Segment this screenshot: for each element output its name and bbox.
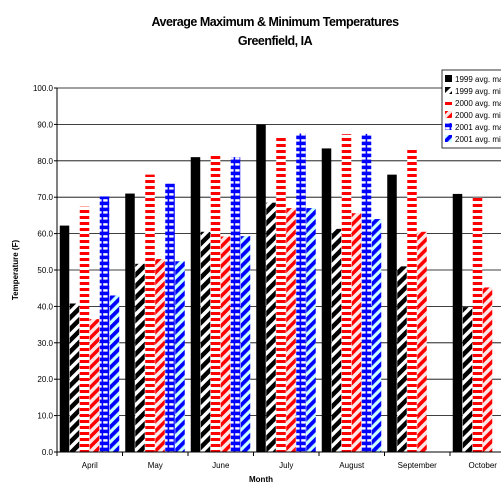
x-tick-label: August [339,461,365,470]
legend-label: 2000 avg. min [455,111,501,120]
bars [59,124,493,453]
bar [109,295,120,452]
bar [331,228,342,452]
bar [69,303,80,452]
legend-swatch [445,123,452,130]
y-tick-label: 10.0 [37,412,53,421]
legend-swatch [445,111,452,118]
y-tick-labels: 0.0 10.0 20.0 30.0 40.0 50.0 60.0 70.0 80.0 90.0 1… [33,84,54,457]
bar [266,202,276,452]
bar [482,287,493,452]
legend-swatch [445,135,452,142]
bar [59,225,70,452]
y-tick-label: 0.0 [42,448,54,457]
bar [276,137,286,452]
y-tick-label: 70.0 [37,193,53,202]
bar [125,193,135,452]
legend-label: 2001 avg. min [455,135,501,144]
x-tick-labels: April May June July August September October [82,461,498,470]
legend-label: 2000 avg. max [455,99,501,108]
bar [165,183,175,452]
bar [296,133,306,452]
legend-label: 2001 avg. max [455,123,501,132]
bar [417,231,427,452]
bar [286,208,296,452]
bar [371,219,382,452]
bar [145,174,155,452]
bar [397,266,407,452]
x-tick-label: June [212,461,230,470]
bar [452,193,463,452]
bar [210,153,221,452]
x-tick-label: September [398,461,437,470]
legend-swatch [445,75,452,82]
bar [99,196,110,452]
chart-title: Average Maximum & Minimum Temperatures [151,15,399,29]
bar [230,157,241,452]
y-tick-label: 50.0 [37,266,53,275]
y-tick-label: 100.0 [33,84,54,93]
bar [462,307,473,452]
bar [175,261,185,452]
x-tick-label: October [469,461,498,470]
bar [190,157,201,452]
y-tick-label: 20.0 [37,375,53,384]
y-tick-label: 30.0 [37,339,53,348]
bar [220,236,231,452]
bar [256,124,266,452]
bar [200,231,211,452]
bar [341,134,352,452]
axes [54,87,501,456]
bar [387,174,397,452]
x-axis-label: Month [249,475,273,484]
y-tick-label: 90.0 [37,120,53,129]
bar [351,213,362,452]
y-tick-label: 80.0 [37,157,53,166]
legend-label: 1999 avg. max [455,75,501,84]
y-tick-label: 60.0 [37,230,53,239]
bar [79,206,90,452]
legend-swatch [445,87,452,94]
bar [135,263,145,452]
legend-swatch [445,99,452,106]
bar [240,236,251,452]
x-tick-label: July [279,461,293,470]
bar [321,148,332,452]
bar [361,133,372,452]
chart-subtitle: Greenfield, IA [238,34,313,48]
legend-label: 1999 avg. min [455,87,501,96]
x-tick-label: May [148,461,163,470]
bar [407,149,417,453]
bar [89,319,100,452]
x-tick-label: April [82,461,98,470]
bar [306,208,316,452]
bar [472,197,483,452]
legend: 1999 avg. max 1999 avg. min 2000 avg. max 2… [441,69,501,149]
y-tick-label: 40.0 [37,302,53,311]
bar [155,259,165,452]
y-axis-label: Temperature (F) [11,240,20,301]
